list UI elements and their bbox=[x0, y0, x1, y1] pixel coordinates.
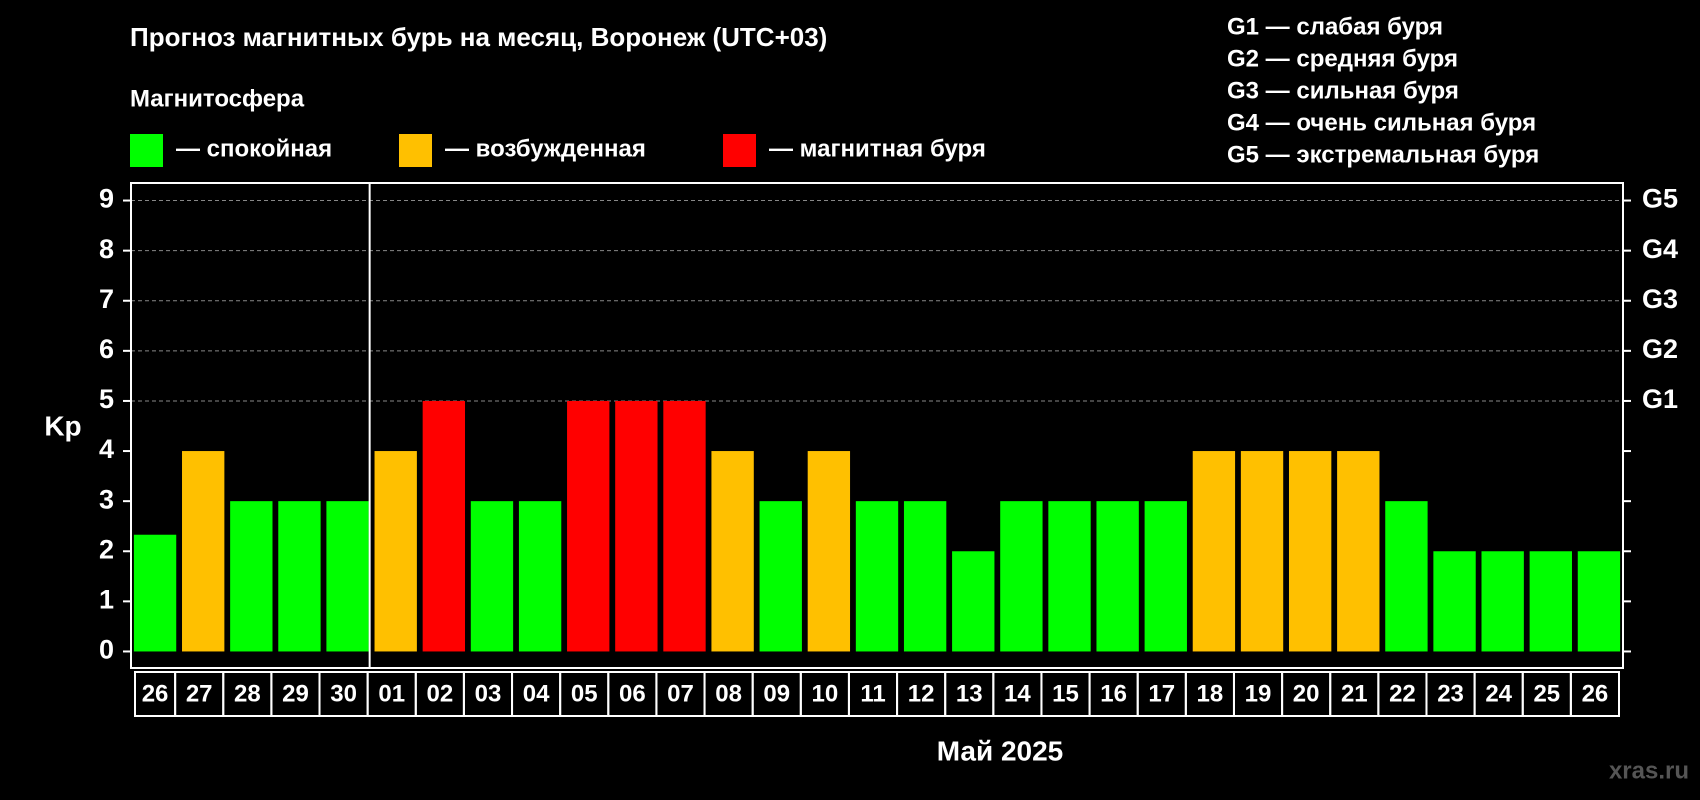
x-tick-label: 03 bbox=[475, 680, 502, 707]
bar bbox=[1577, 551, 1621, 652]
y-tick-label: 7 bbox=[99, 284, 114, 314]
x-tick-label: 21 bbox=[1341, 680, 1368, 707]
x-tick-label: 05 bbox=[571, 680, 598, 707]
x-tick-label: 18 bbox=[1197, 680, 1224, 707]
y2-tick-label: G3 bbox=[1642, 284, 1678, 314]
y2-tick-label: G4 bbox=[1642, 234, 1678, 264]
watermark: xras.ru bbox=[1609, 757, 1689, 784]
y-tick-label: 2 bbox=[99, 534, 114, 564]
x-tick-label: 12 bbox=[908, 680, 935, 707]
y-tick-label: 9 bbox=[99, 184, 114, 214]
x-tick-label: 13 bbox=[956, 680, 983, 707]
y-tick-label: 8 bbox=[99, 234, 114, 264]
bar bbox=[1000, 501, 1043, 652]
bar bbox=[1096, 501, 1139, 652]
bar bbox=[1288, 451, 1332, 652]
bar bbox=[567, 400, 610, 652]
legend-swatch bbox=[130, 134, 163, 167]
x-tick-label: 24 bbox=[1485, 680, 1512, 707]
bar bbox=[1337, 451, 1380, 652]
x-tick-label: 07 bbox=[667, 680, 694, 707]
x-tick-label: 30 bbox=[330, 680, 357, 707]
x-tick-label: 14 bbox=[1004, 680, 1031, 707]
bar bbox=[133, 534, 177, 652]
bar bbox=[1144, 501, 1187, 652]
x-tick-label: 10 bbox=[812, 680, 839, 707]
bar bbox=[663, 400, 706, 652]
bar bbox=[278, 501, 321, 652]
bar bbox=[1433, 551, 1476, 652]
bar bbox=[1048, 501, 1091, 652]
y-tick-label: 5 bbox=[99, 384, 114, 414]
x-tick-label: 16 bbox=[1100, 680, 1127, 707]
y-tick-label: 0 bbox=[99, 635, 114, 665]
bar bbox=[807, 451, 851, 652]
chart-title: Прогноз магнитных бурь на месяц, Воронеж… bbox=[130, 22, 827, 52]
x-tick-label: 09 bbox=[763, 680, 790, 707]
legend-label: — возбужденная bbox=[445, 135, 646, 162]
scale-note: G3 — сильная буря bbox=[1227, 77, 1459, 104]
y-tick-label: 4 bbox=[99, 434, 114, 464]
y-tick-label: 1 bbox=[99, 584, 114, 614]
y-axis-label: Kp bbox=[44, 410, 81, 441]
bar bbox=[1529, 551, 1572, 652]
x-tick-label: 17 bbox=[1148, 680, 1175, 707]
legend-label: — магнитная буря bbox=[769, 135, 986, 162]
bar bbox=[759, 501, 802, 652]
x-tick-label: 06 bbox=[619, 680, 646, 707]
y-tick-label: 6 bbox=[99, 334, 114, 364]
x-tick-label: 26 bbox=[142, 680, 169, 707]
x-tick-label: 04 bbox=[523, 680, 550, 707]
bar bbox=[374, 451, 417, 652]
bar bbox=[855, 501, 899, 652]
x-tick-label: 27 bbox=[186, 680, 213, 707]
bar bbox=[470, 501, 514, 652]
x-tick-label: 28 bbox=[234, 680, 261, 707]
x-tick-label: 22 bbox=[1389, 680, 1416, 707]
bar bbox=[1192, 451, 1236, 652]
bar bbox=[1385, 501, 1428, 652]
category-cell bbox=[1569, 671, 1621, 717]
x-tick-label: 11 bbox=[860, 680, 885, 707]
bar bbox=[1481, 551, 1524, 652]
legend-swatch bbox=[399, 134, 432, 167]
scale-note: G4 — очень сильная буря bbox=[1227, 109, 1536, 136]
bar bbox=[952, 551, 995, 652]
y2-tick-label: G2 bbox=[1642, 334, 1678, 364]
x-axis-label: Май 2025 bbox=[937, 735, 1064, 766]
legend-title: Магнитосфера bbox=[130, 85, 305, 112]
bar bbox=[230, 501, 273, 652]
legend-label: — спокойная bbox=[176, 135, 332, 162]
x-tick-label: 01 bbox=[378, 680, 405, 707]
x-tick-label: 19 bbox=[1245, 680, 1272, 707]
x-tick-label: 02 bbox=[426, 680, 453, 707]
bar bbox=[326, 501, 369, 652]
y-tick-label: 3 bbox=[99, 484, 114, 514]
bar bbox=[518, 501, 562, 652]
bar bbox=[422, 400, 466, 652]
bar bbox=[903, 501, 947, 652]
x-tick-label: 25 bbox=[1533, 680, 1560, 707]
bar bbox=[711, 451, 754, 652]
x-tick-label: 20 bbox=[1293, 680, 1320, 707]
y2-tick-label: G1 bbox=[1642, 384, 1678, 414]
plot-frame bbox=[130, 182, 1624, 669]
x-tick-label: 08 bbox=[715, 680, 742, 707]
legend-swatch bbox=[723, 134, 756, 167]
x-tick-label: 15 bbox=[1052, 680, 1079, 707]
x-tick-label: 23 bbox=[1437, 680, 1464, 707]
bar bbox=[182, 451, 225, 652]
scale-note: G2 — средняя буря bbox=[1227, 45, 1458, 72]
bar bbox=[615, 400, 658, 652]
y2-tick-label: G5 bbox=[1642, 184, 1678, 214]
scale-note: G5 — экстремальная буря bbox=[1227, 141, 1539, 168]
x-tick-label: 29 bbox=[282, 680, 309, 707]
x-tick-label: 26 bbox=[1582, 680, 1609, 707]
scale-note: G1 — слабая буря bbox=[1227, 13, 1443, 40]
bar bbox=[1240, 451, 1284, 652]
